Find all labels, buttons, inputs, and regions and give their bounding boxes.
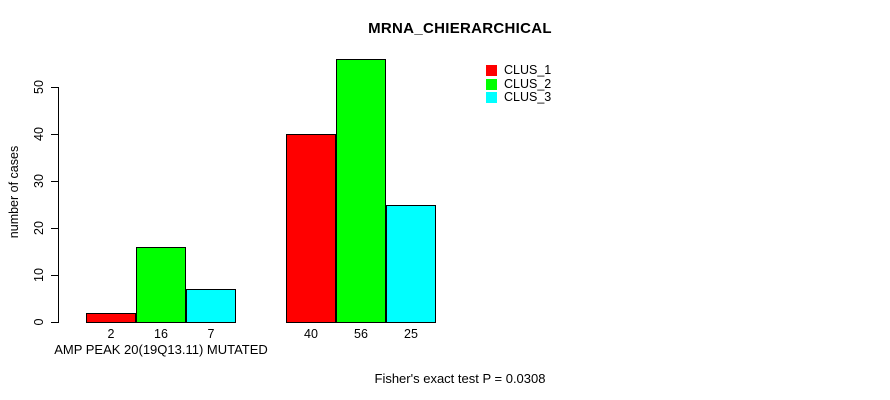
legend-row: CLUS_2 xyxy=(486,76,552,91)
bar-value-label: 56 xyxy=(354,327,368,341)
y-axis-label: number of cases xyxy=(7,145,21,239)
legend-row: CLUS_3 xyxy=(486,90,552,104)
y-tick xyxy=(51,181,59,182)
legend: CLUS_1 CLUS_2 CLUS_3 xyxy=(486,63,552,106)
footnote: Fisher's exact test P = 0.0308 xyxy=(374,371,546,386)
y-tick-label: 50 xyxy=(32,80,46,94)
x-group-label: AMP PEAK 20(19Q13.11) MUTATED xyxy=(54,342,268,357)
bar-value-label: 7 xyxy=(207,327,215,341)
legend-swatch-clus_3 xyxy=(486,92,497,103)
legend-label: CLUS_2 xyxy=(504,76,552,91)
bar-value-label: 40 xyxy=(304,327,318,341)
chart-title: MRNA_CHIERARCHICAL xyxy=(368,20,552,37)
bar-value-label: 2 xyxy=(107,327,115,341)
y-axis-line xyxy=(58,87,59,323)
bar-clus_1-group1 xyxy=(86,313,136,323)
y-tick xyxy=(51,275,59,276)
y-tick xyxy=(51,228,59,229)
y-tick-label: 20 xyxy=(32,221,46,235)
y-tick-label: 40 xyxy=(32,127,46,141)
legend-swatch-clus_1 xyxy=(486,65,497,76)
bar-clus_1-group2 xyxy=(286,134,336,323)
y-tick xyxy=(51,87,59,88)
legend-swatch-clus_2 xyxy=(486,78,497,90)
legend-row: CLUS_1 xyxy=(486,63,552,77)
y-tick xyxy=(51,134,59,135)
y-tick-label: 0 xyxy=(32,318,46,326)
y-tick-label: 10 xyxy=(32,268,46,282)
bar-value-label: 16 xyxy=(154,327,168,341)
y-tick xyxy=(51,322,59,323)
bar-clus_2-group2 xyxy=(336,59,386,323)
bar-clus_3-group2 xyxy=(386,205,436,323)
bar-value-label: 25 xyxy=(404,327,418,341)
bar-clus_2-group1 xyxy=(136,247,186,323)
legend-label: CLUS_1 xyxy=(504,63,552,77)
bar-clus_3-group1 xyxy=(186,289,236,323)
y-tick-label: 30 xyxy=(32,174,46,188)
legend-label: CLUS_3 xyxy=(504,90,552,104)
